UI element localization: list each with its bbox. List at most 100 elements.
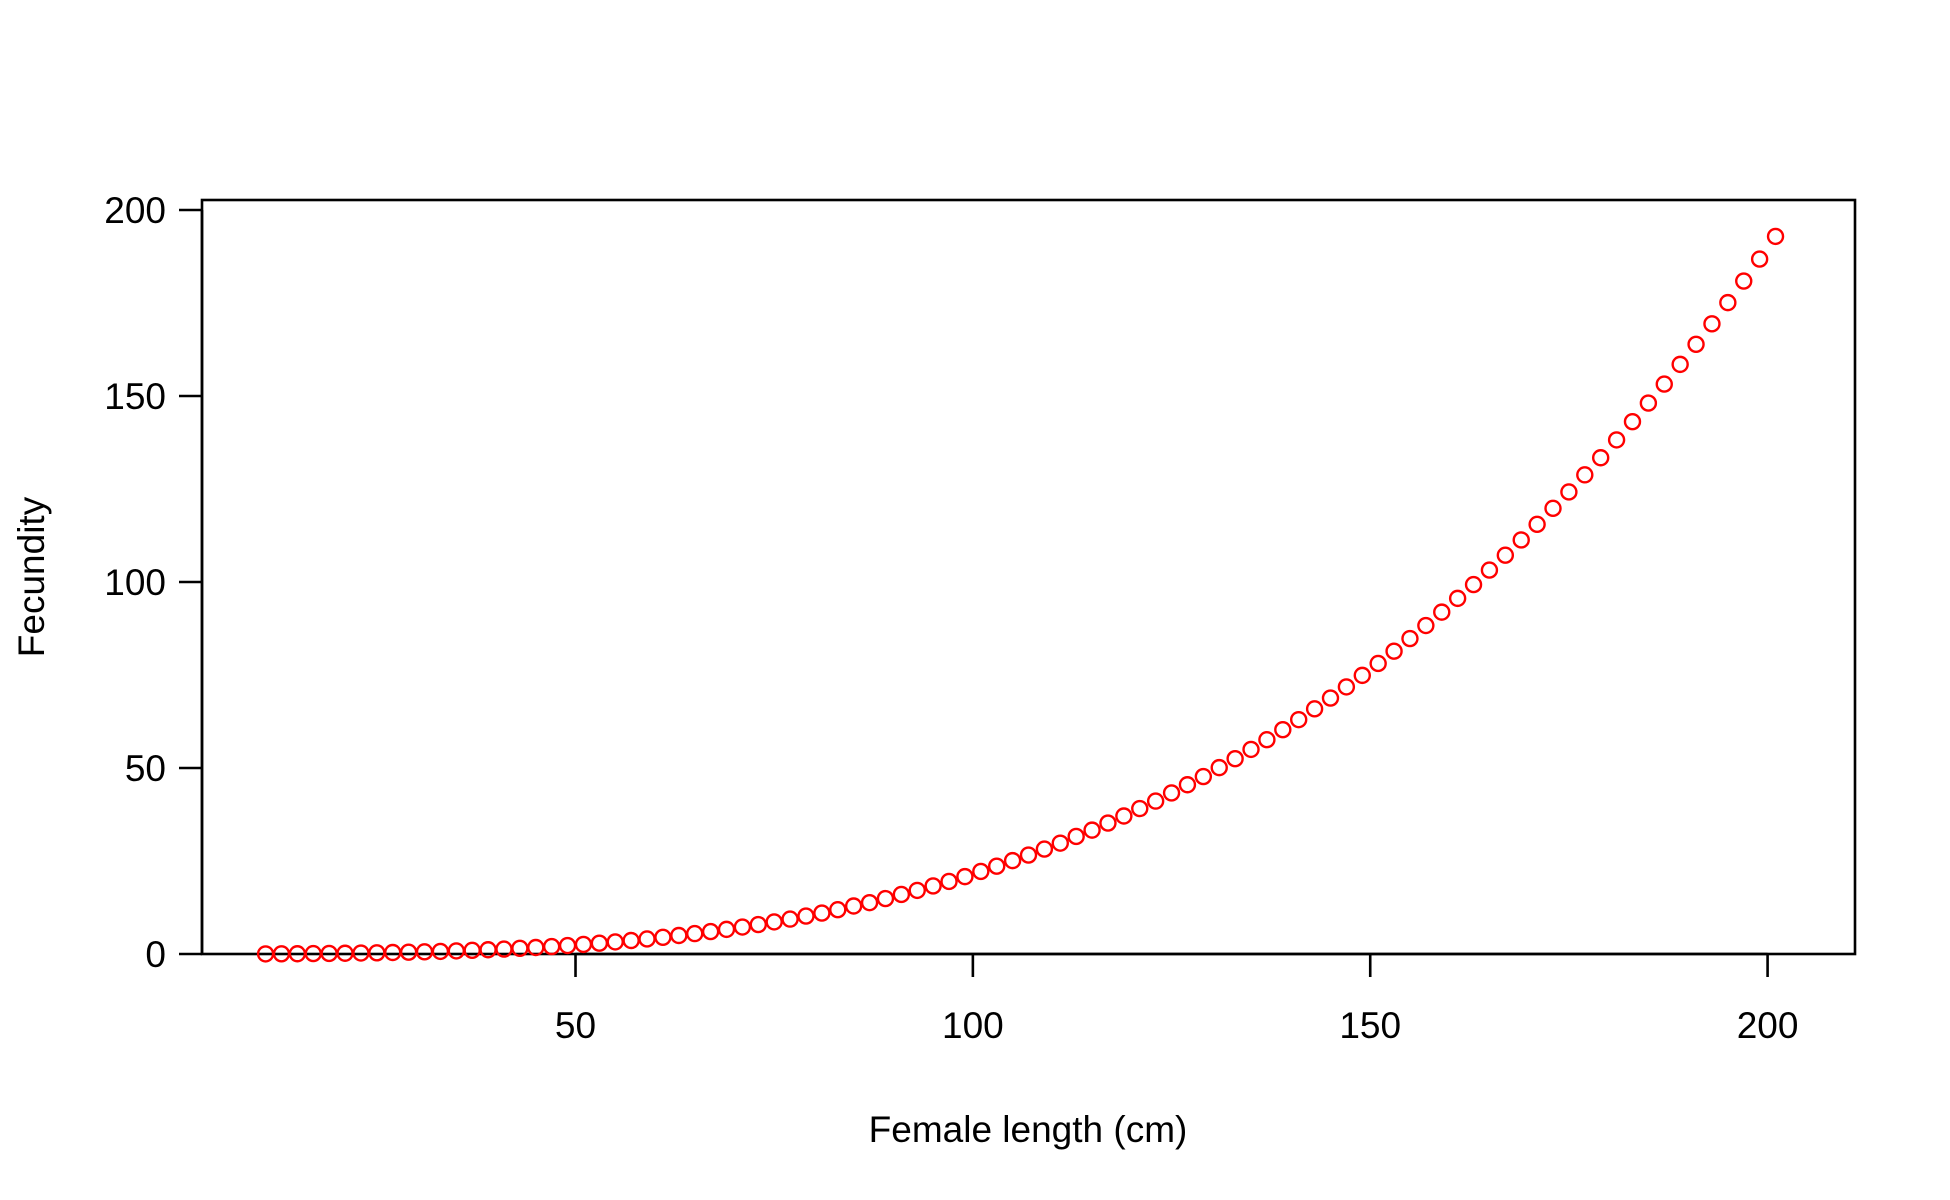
data-point xyxy=(1703,315,1721,333)
data-point xyxy=(1369,654,1387,673)
data-point xyxy=(701,922,720,941)
data-point xyxy=(924,877,942,895)
data-point xyxy=(1194,767,1213,786)
data-point xyxy=(1512,531,1530,549)
data-point xyxy=(1003,851,1022,870)
y-axis: 0 50 100 150 200 xyxy=(104,190,204,975)
data-point xyxy=(1735,272,1753,290)
data-point xyxy=(1687,335,1705,353)
data-point xyxy=(1258,731,1276,749)
data-point xyxy=(797,907,815,925)
data-point xyxy=(1464,575,1483,594)
data-point xyxy=(972,862,990,881)
data-point xyxy=(606,933,624,951)
data-point xyxy=(1274,720,1292,739)
x-tick-label: 50 xyxy=(555,1005,596,1046)
data-point xyxy=(415,943,434,961)
data-point xyxy=(1671,355,1689,374)
data-point xyxy=(574,935,593,954)
data-point xyxy=(1448,589,1467,608)
data-point xyxy=(1178,776,1197,794)
data-point xyxy=(1639,394,1658,412)
data-point xyxy=(844,897,863,915)
data-point xyxy=(399,943,418,961)
data-point xyxy=(1210,758,1228,777)
data-point xyxy=(956,867,974,886)
data-point xyxy=(542,937,561,956)
data-point xyxy=(733,918,752,936)
y-tick-label: 50 xyxy=(125,748,166,789)
data-point xyxy=(686,924,704,943)
data-point xyxy=(1035,840,1054,858)
data-point xyxy=(860,893,879,912)
data-point xyxy=(892,885,911,904)
data-point xyxy=(1162,784,1181,802)
data-point xyxy=(1623,412,1642,431)
data-point xyxy=(670,926,688,945)
data-point xyxy=(1496,546,1515,564)
data-point xyxy=(1242,740,1260,759)
x-tick-label: 200 xyxy=(1737,1005,1799,1046)
data-point xyxy=(1385,642,1403,660)
data-point xyxy=(1544,499,1562,518)
data-point xyxy=(1417,616,1435,635)
data-point xyxy=(463,941,481,960)
data-point xyxy=(1115,807,1133,825)
data-point xyxy=(781,910,799,928)
data-point xyxy=(1083,821,1101,839)
data-point xyxy=(1305,700,1324,718)
data-point xyxy=(908,881,926,900)
data-point xyxy=(1353,666,1371,685)
data-point xyxy=(1576,466,1594,484)
x-axis: 50 100 150 200 xyxy=(555,952,1799,1046)
x-tick-label: 150 xyxy=(1339,1005,1401,1046)
x-tick-label: 100 xyxy=(942,1005,1004,1046)
x-axis-title: Female length (cm) xyxy=(869,1109,1188,1150)
data-point xyxy=(1766,227,1785,246)
data-point xyxy=(1719,293,1737,312)
data-point xyxy=(447,942,466,960)
data-point xyxy=(1226,750,1244,768)
data-point xyxy=(1433,603,1451,621)
data-point xyxy=(1146,792,1165,810)
data-point xyxy=(1750,250,1769,268)
data-point xyxy=(1560,483,1578,501)
y-tick-label: 0 xyxy=(145,934,166,975)
data-point xyxy=(829,901,847,919)
data-point xyxy=(876,889,895,908)
data-point xyxy=(1337,678,1356,696)
data-point xyxy=(749,915,767,934)
data-point xyxy=(1131,799,1149,818)
data-point xyxy=(638,930,656,948)
y-axis-title: Fecundity xyxy=(11,496,52,657)
data-point xyxy=(1051,834,1069,852)
data-point xyxy=(1591,449,1610,467)
y-tick-label: 100 xyxy=(104,562,166,603)
data-point xyxy=(590,934,609,952)
data-point xyxy=(1480,561,1499,579)
data-point xyxy=(1655,375,1673,393)
plot-frame xyxy=(200,198,1857,956)
data-point xyxy=(622,931,640,950)
data-point xyxy=(765,913,783,931)
data-point xyxy=(1321,689,1340,707)
data-point xyxy=(940,872,958,891)
data-point xyxy=(717,920,736,939)
data-point xyxy=(654,928,672,946)
data-point xyxy=(1607,431,1626,449)
data-point xyxy=(1099,814,1117,832)
data-point xyxy=(431,942,450,961)
data-point xyxy=(813,904,831,922)
data-point xyxy=(1019,846,1038,864)
data-point xyxy=(384,943,402,962)
data-point xyxy=(558,936,577,955)
data-point xyxy=(988,857,1006,875)
y-tick-label: 150 xyxy=(104,376,166,417)
data-point xyxy=(1067,827,1085,846)
data-point xyxy=(1528,515,1546,534)
data-points xyxy=(256,227,1785,963)
data-point xyxy=(1289,710,1308,729)
data-point xyxy=(1401,629,1419,648)
y-tick-label: 200 xyxy=(104,190,166,231)
